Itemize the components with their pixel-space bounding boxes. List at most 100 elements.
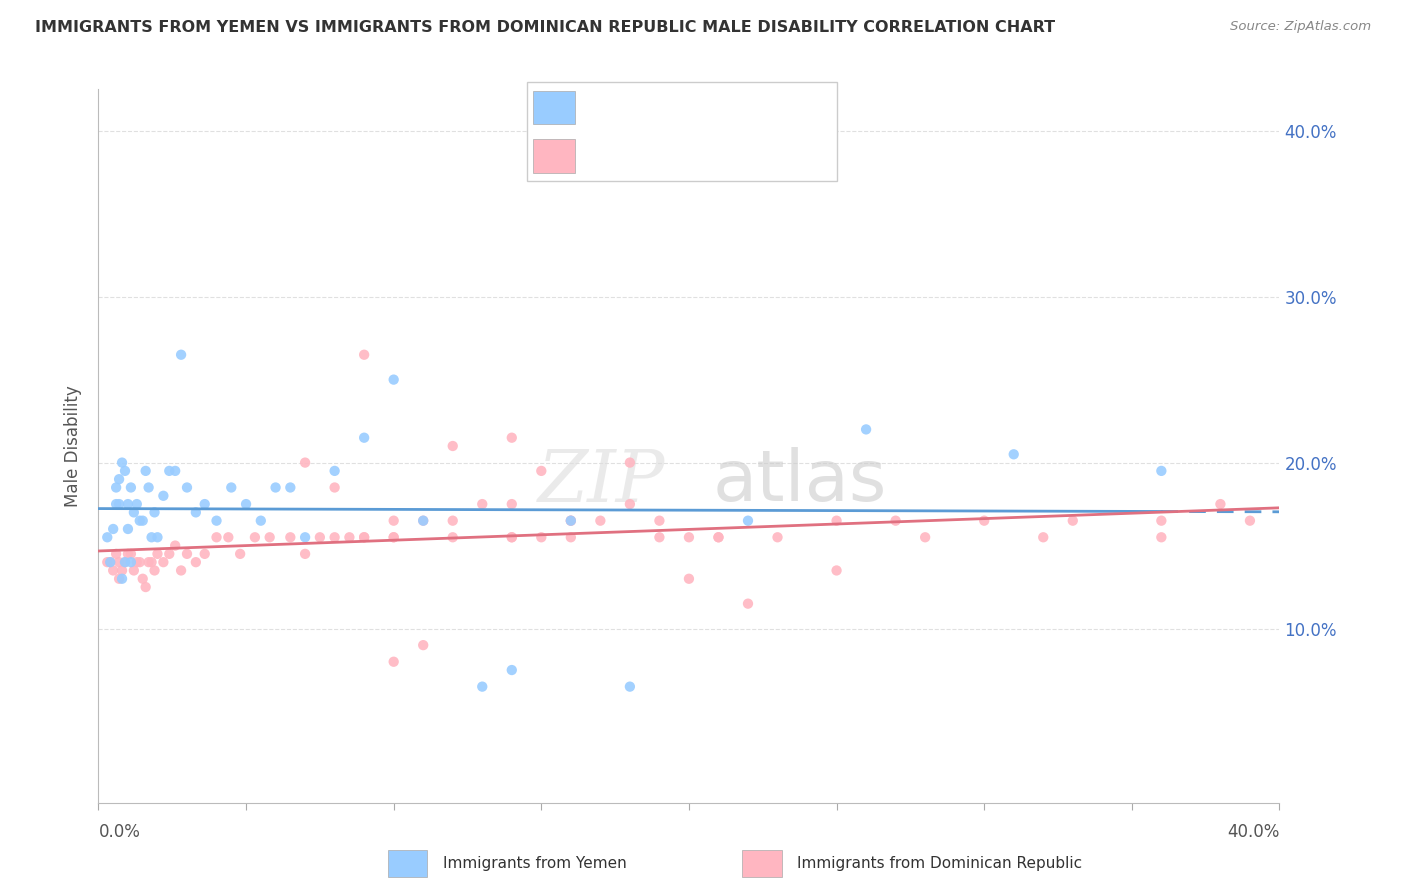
Point: [143, 505, 166, 519]
Point: [205, 514, 228, 528]
Point: [122, 564, 145, 578]
Point: [441, 439, 464, 453]
Point: [114, 555, 136, 569]
Point: [184, 505, 207, 519]
Point: [294, 547, 316, 561]
Point: [146, 547, 169, 561]
Point: [825, 514, 848, 528]
Point: [98, 555, 121, 569]
Point: [1032, 530, 1054, 544]
Text: 40.0%: 40.0%: [1227, 822, 1279, 840]
Point: [278, 481, 302, 495]
Point: [96, 530, 118, 544]
Text: R = 0.155   N = 82: R = 0.155 N = 82: [592, 148, 742, 162]
Point: [737, 597, 759, 611]
Point: [120, 547, 142, 561]
Point: [382, 655, 405, 669]
Point: [412, 638, 434, 652]
Point: [382, 530, 405, 544]
Point: [382, 514, 405, 528]
Point: [138, 555, 160, 569]
Point: [120, 555, 142, 569]
Point: [135, 464, 157, 478]
Point: [560, 514, 582, 528]
Point: [471, 497, 494, 511]
Point: [235, 497, 257, 511]
Point: [914, 530, 936, 544]
Point: [165, 539, 187, 553]
Point: [1209, 497, 1232, 511]
Point: [135, 580, 157, 594]
Point: [353, 530, 375, 544]
Point: [707, 530, 730, 544]
Point: [1150, 464, 1173, 478]
Point: [205, 530, 228, 544]
Bar: [742, 850, 782, 877]
Point: [105, 497, 128, 511]
Point: [619, 680, 641, 694]
Point: [1002, 447, 1025, 461]
Point: [560, 514, 582, 528]
Point: [176, 481, 198, 495]
Point: [128, 514, 150, 528]
Bar: [388, 850, 427, 877]
Point: [1150, 514, 1173, 528]
Point: [471, 680, 494, 694]
Text: 0.0%: 0.0%: [98, 822, 141, 840]
Point: [339, 530, 360, 544]
Point: [884, 514, 907, 528]
Point: [501, 530, 523, 544]
Point: [825, 564, 848, 578]
Point: [111, 456, 134, 470]
Point: [501, 663, 523, 677]
FancyBboxPatch shape: [527, 82, 837, 181]
Point: [132, 572, 155, 586]
Point: [648, 530, 671, 544]
Point: [766, 530, 789, 544]
Point: [264, 481, 287, 495]
Point: [1062, 514, 1084, 528]
Point: [560, 514, 582, 528]
Point: [194, 497, 217, 511]
Point: [165, 464, 187, 478]
Point: [128, 555, 150, 569]
Point: [114, 464, 136, 478]
Point: [141, 530, 163, 544]
Point: [589, 514, 612, 528]
Point: [1150, 530, 1173, 544]
Point: [501, 431, 523, 445]
Point: [141, 555, 163, 569]
Point: [309, 530, 332, 544]
Text: ZIP: ZIP: [538, 446, 665, 517]
Point: [382, 530, 405, 544]
Point: [111, 564, 134, 578]
Text: atlas: atlas: [713, 447, 887, 516]
Point: [353, 348, 375, 362]
Point: [1239, 514, 1261, 528]
Point: [117, 497, 139, 511]
Point: [143, 564, 166, 578]
Point: [108, 572, 131, 586]
Point: [132, 514, 155, 528]
Point: [294, 530, 316, 544]
Point: [323, 530, 346, 544]
Point: [152, 555, 174, 569]
Point: [170, 348, 193, 362]
Point: [855, 422, 877, 436]
Point: [170, 564, 193, 578]
Point: [125, 555, 148, 569]
Point: [648, 514, 671, 528]
Bar: [533, 91, 575, 124]
Text: R = 0.129   N = 50: R = 0.129 N = 50: [592, 101, 742, 115]
Point: [382, 373, 405, 387]
Point: [973, 514, 995, 528]
Point: [108, 497, 131, 511]
Point: [353, 530, 375, 544]
Point: [217, 530, 239, 544]
Point: [194, 547, 217, 561]
Point: [229, 547, 252, 561]
Point: [105, 547, 128, 561]
Point: [157, 464, 180, 478]
Point: [294, 456, 316, 470]
Point: [184, 555, 207, 569]
